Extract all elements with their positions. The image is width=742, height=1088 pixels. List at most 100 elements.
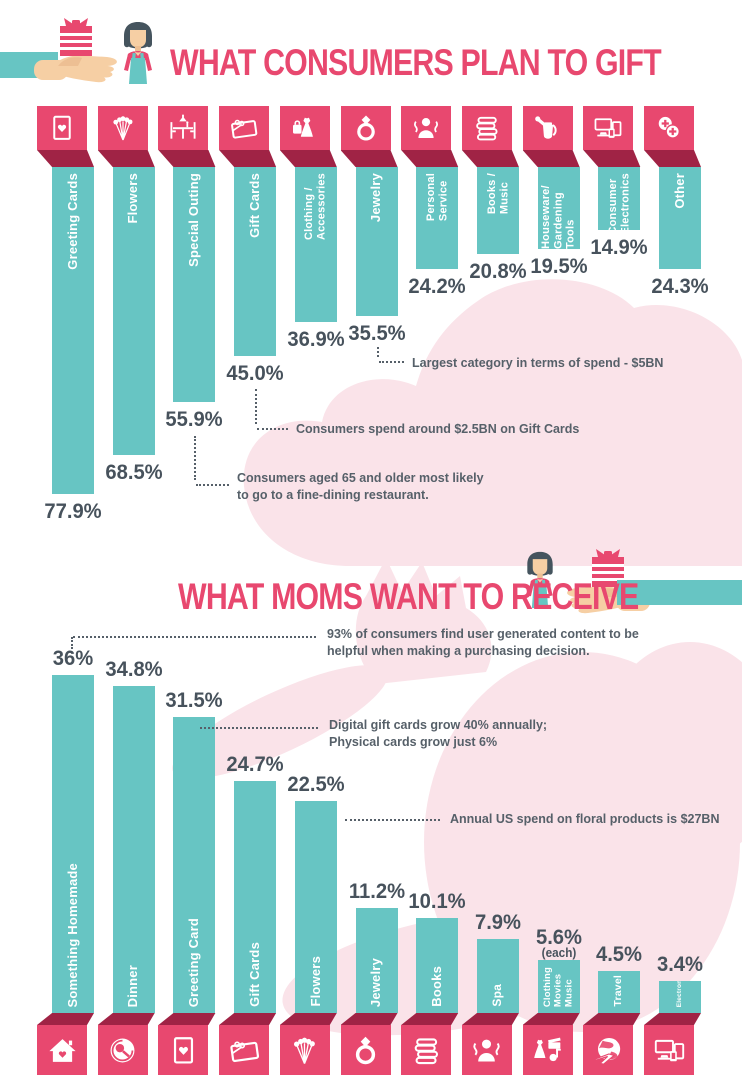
annotation-greeting-card: Digital gift cards grow 40% annually; Ph…	[329, 718, 548, 749]
category-label-gift-cards: Gift Cards	[234, 167, 276, 356]
section2-title: WHAT MOMS WANT TO RECEIVE	[178, 576, 639, 617]
category-label-text: Other	[671, 173, 687, 209]
annotation-gift-cards: Consumers spend around $2.5BN on Gift Ca…	[296, 422, 580, 436]
category-tile-something-homemade	[37, 1025, 87, 1075]
flowers-icon	[287, 1033, 322, 1068]
category-label-text: Books	[428, 966, 444, 1007]
category-bar-personal-service	[416, 167, 459, 269]
teal-sleeve-bar-right	[617, 580, 742, 605]
special-outing-icon	[167, 112, 199, 144]
category-tile-other	[644, 106, 694, 150]
ribbon-fold	[97, 150, 155, 167]
category-bar-flowers	[112, 167, 155, 455]
category-bar-special-outing	[173, 167, 216, 402]
category-tile-flowers	[97, 106, 148, 150]
category-bar-something-homemade	[52, 675, 94, 1013]
value-label-gift-cards: 24.7%	[226, 752, 284, 776]
spa-icon	[469, 1033, 504, 1068]
books-icon	[409, 1033, 444, 1068]
category-tile-consumer-electronics	[583, 106, 634, 150]
gift-in-hand-icon	[34, 14, 126, 92]
category-bar-greeting-cards	[52, 167, 94, 494]
category-label-text: Gift Cards	[246, 942, 262, 1007]
category-tile-travel	[583, 1025, 634, 1075]
ribbon-fold	[522, 150, 580, 167]
category-label-text: Books / Music	[485, 173, 510, 215]
category-bar-travel	[598, 971, 641, 1013]
annotation-special-outing: Consumers aged 65 and older most likely …	[237, 471, 484, 502]
value-label-special-outing: 55.9%	[165, 407, 224, 431]
annotation-leader-vertical	[71, 637, 73, 649]
category-tile-clothing-accessories	[279, 106, 330, 150]
category-tile-greeting-card	[158, 1025, 209, 1075]
category-label-houseware-gardening-tools: Houseware/Gardening Tools	[538, 167, 580, 249]
annotation-leader-horizontal	[345, 819, 440, 821]
category-label-text: Houseware/Gardening Tools	[540, 185, 577, 249]
category-tile-gift-cards	[219, 106, 270, 150]
home-heart-icon	[45, 1033, 80, 1068]
category-tile-houseware-gardening-tools	[522, 106, 573, 150]
value-label-greeting-cards: 77.9%	[44, 499, 102, 523]
category-bar-houseware-gardening-tools	[537, 167, 580, 249]
value-label-jewelry: 11.2%	[348, 879, 405, 903]
category-label-text: Gift Cards	[246, 173, 262, 238]
ribbon-fold	[461, 150, 519, 167]
travel-globe-icon	[591, 1033, 626, 1068]
category-tile-books-music	[461, 106, 512, 150]
ribbon-fold	[461, 1013, 519, 1025]
value-label-jewelry: 35.5%	[347, 321, 406, 345]
category-label-consumer-electronics: Consumer Electronics	[598, 167, 640, 230]
gift-card-icon	[228, 112, 260, 144]
category-label-dinner: Dinner	[113, 686, 155, 1013]
category-label-gift-cards: Gift Cards	[234, 781, 276, 1013]
value-label-greeting-card: 31.5%	[165, 688, 224, 712]
value-label-houseware-gardening-tools: 19.5%	[529, 254, 588, 278]
category-tile-special-outing	[158, 106, 209, 150]
category-label-text: Jewelry	[368, 957, 384, 1007]
ribbon-fold	[279, 1013, 337, 1025]
value-label-flowers: 22.5%	[287, 772, 345, 796]
value-label-gift-cards: 45.0%	[226, 361, 284, 385]
category-label-clothing-accessories: Clothing / Accessories	[295, 167, 337, 322]
section1-title: WHAT CONSUMERS PLAN TO GIFT	[170, 42, 662, 83]
ribbon-fold	[37, 150, 95, 167]
ribbon-fold	[37, 1013, 95, 1025]
category-label-flowers: Flowers	[113, 167, 155, 455]
value-label-dinner: 34.8%	[105, 657, 163, 681]
category-label-travel: Travel	[598, 971, 640, 1013]
category-label-spa: Spa	[477, 939, 519, 1013]
category-bar-flowers	[294, 801, 337, 1013]
category-bar-jewelry	[355, 167, 398, 316]
category-label-clothing-movies-music: Clothing Movies Music	[538, 960, 580, 1013]
annotation-leader-horizontal	[379, 361, 404, 363]
category-tile-personal-service	[401, 106, 452, 150]
category-label-text: Something Homemade	[64, 862, 80, 1007]
annotation-leader-horizontal	[257, 428, 288, 430]
clothing-movies-music-icon	[530, 1033, 565, 1068]
category-label-text: Dinner	[125, 964, 141, 1007]
category-bar-books-music	[476, 167, 519, 254]
category-label-flowers: Flowers	[295, 801, 337, 1013]
mother-child-silhouette-top	[243, 279, 742, 566]
annotation-leader-horizontal	[196, 484, 229, 486]
value-label-personal-service: 24.2%	[408, 274, 466, 298]
category-label-greeting-cards: Greeting Cards	[52, 167, 94, 494]
dinner-plate-icon	[105, 1033, 140, 1068]
category-bar-dinner	[112, 686, 155, 1013]
category-bar-other	[659, 167, 701, 269]
value-label-clothing-movies-music: 5.6% (each)	[528, 926, 590, 960]
category-label-electronics: Electronics	[659, 981, 701, 1013]
other-plus-icon	[653, 112, 685, 144]
ribbon-fold	[644, 150, 702, 167]
category-tile-dinner	[97, 1025, 148, 1075]
electronics-icon	[652, 1033, 687, 1068]
ribbon-fold	[340, 150, 398, 167]
clothing-accessories-icon	[289, 112, 321, 144]
personal-service-icon	[410, 112, 442, 144]
flowers-icon	[107, 112, 139, 144]
category-bar-gift-cards	[234, 167, 277, 356]
ribbon-fold	[158, 150, 216, 167]
annotation-leader-vertical	[255, 389, 257, 424]
category-bar-spa	[476, 939, 519, 1013]
